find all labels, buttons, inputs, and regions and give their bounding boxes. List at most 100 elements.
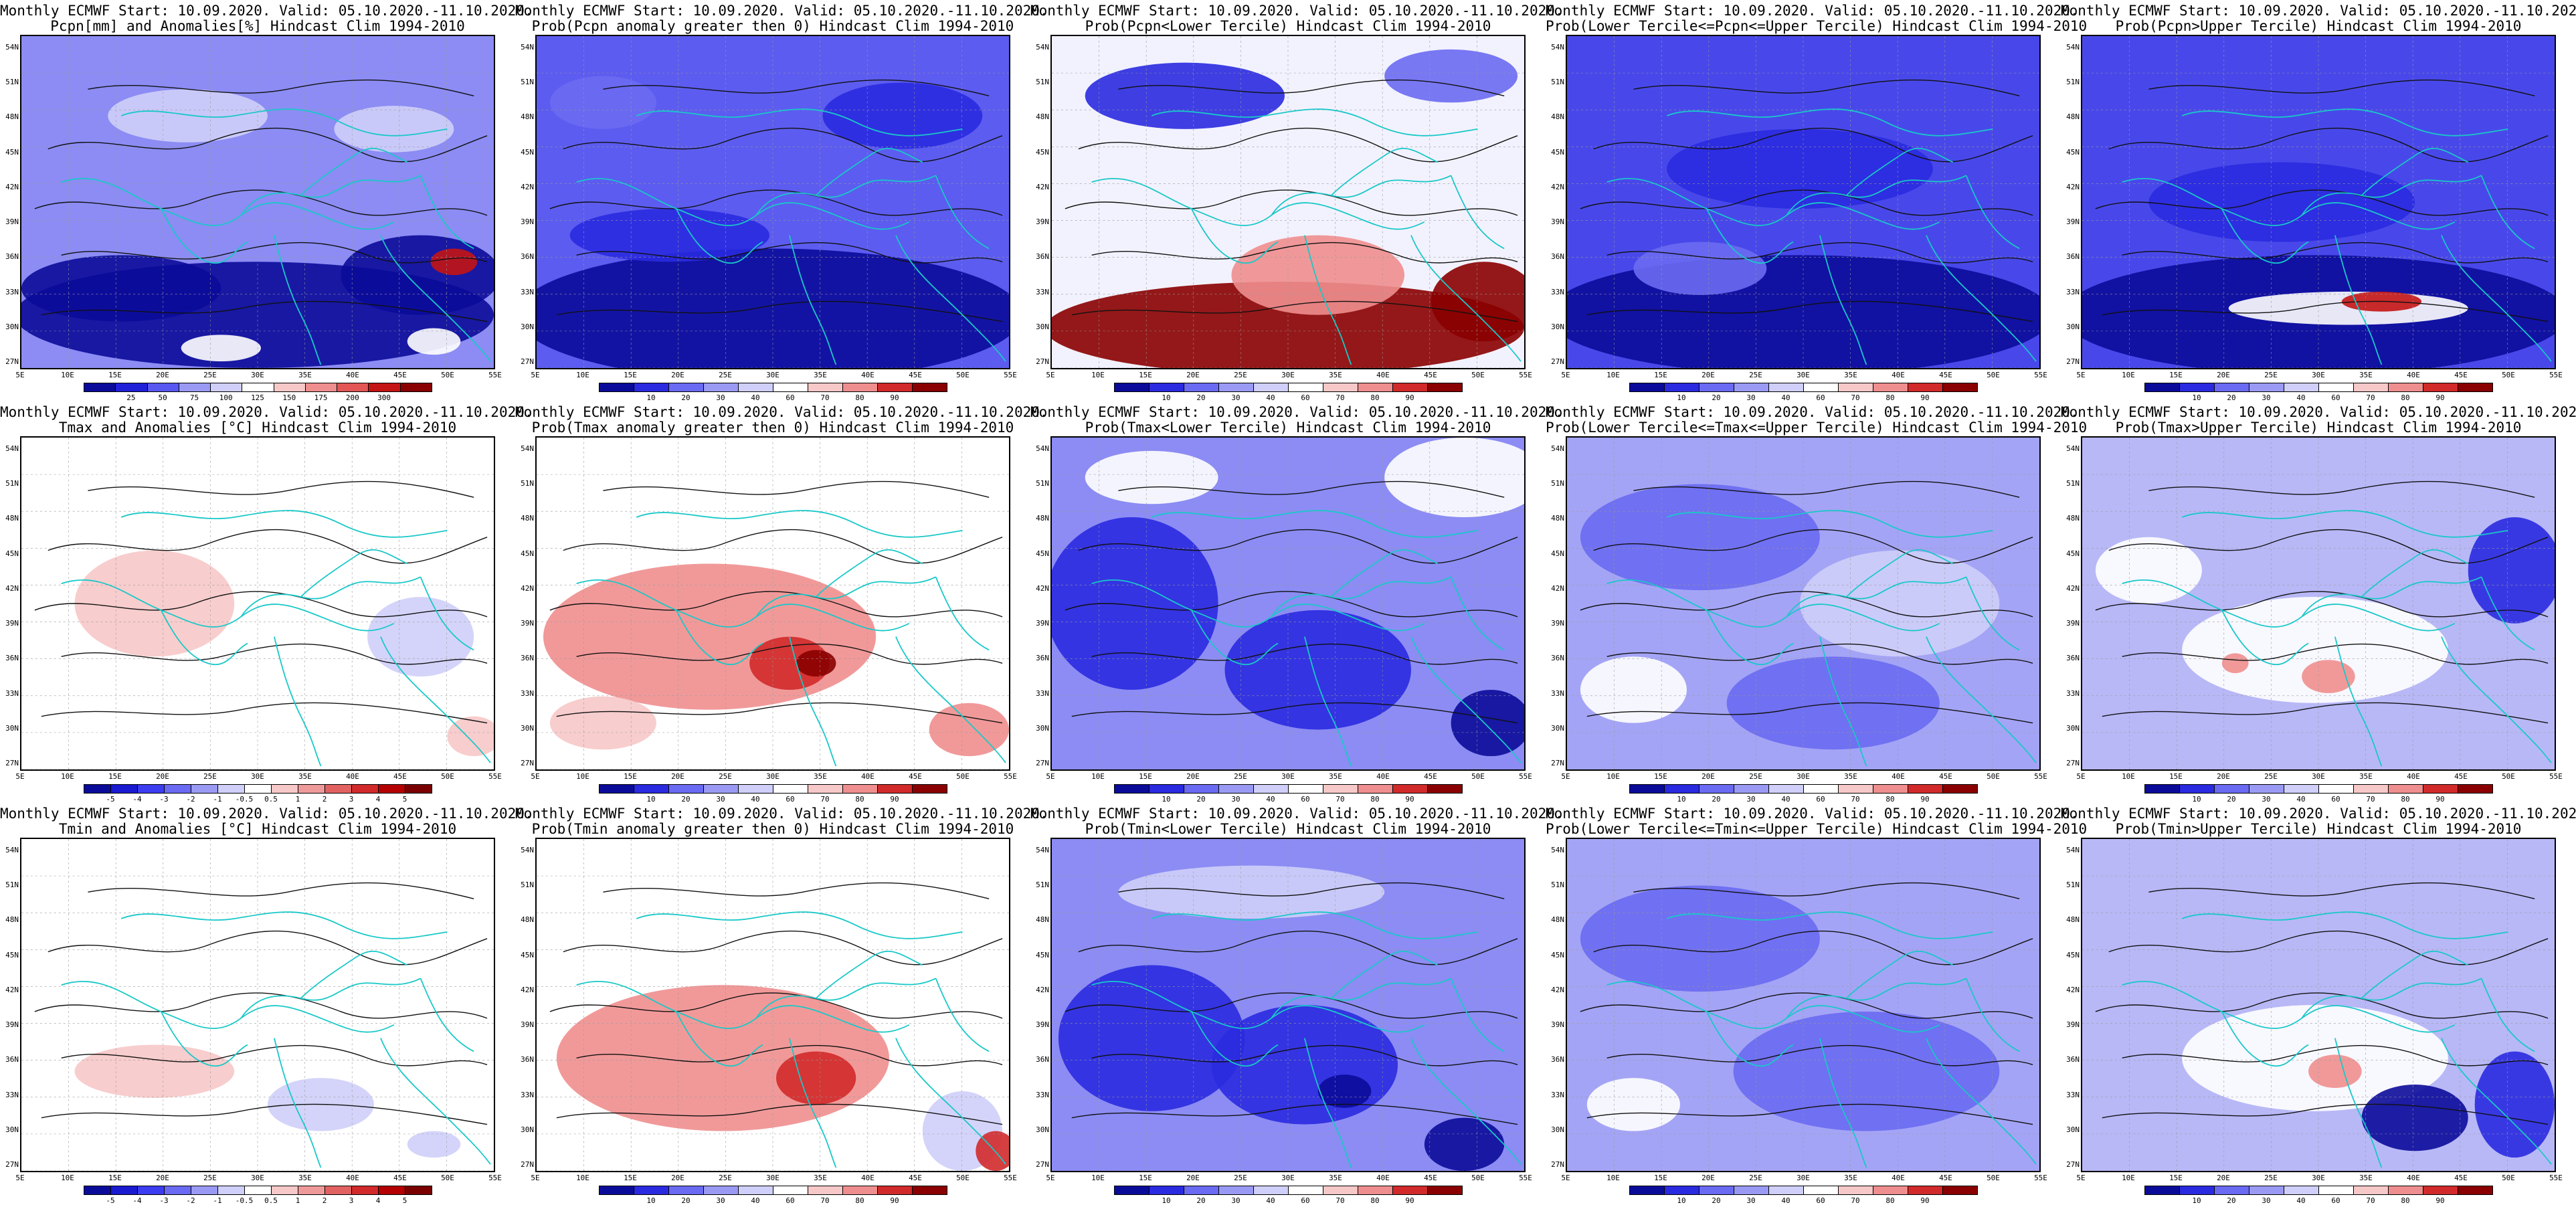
longitude-label: 40E [861,371,875,379]
longitude-label: 30E [1281,1174,1295,1182]
colorbar-label: -4 [132,1196,142,1205]
coastline [240,576,422,618]
longitude-label: 40E [2407,772,2420,781]
panel-title-run: Monthly ECMWF Start: 10.09.2020. Valid: … [515,3,1048,19]
panel-title-variable: Prob(Lower Tercile<=Pcpn<=Upper Tercile)… [1546,18,2088,34]
contour-line [563,930,1003,965]
colorbar-swatch [84,1186,111,1195]
contour-line [603,79,990,96]
colorbar-label: 10 [2192,1196,2201,1205]
colorbar-swatch [1629,1186,1665,1195]
colorbar-swatch [273,383,306,392]
colorbar-swatch [1838,383,1873,392]
longitude-label: 25E [719,1174,732,1182]
shaded-region [1384,438,1524,518]
coastline [1331,950,1439,999]
longitude-label: 25E [1749,772,1762,781]
coastline [420,576,474,651]
latitude-label: 42N [2066,583,2080,593]
coastline [120,510,448,538]
longitude-label: 5E [2076,371,2086,379]
latitude-label: 33N [2066,1090,2080,1099]
colorbar-swatch [1427,383,1463,392]
map-area [1566,35,2041,369]
shaded-region [2361,1085,2468,1151]
contour-line [1593,930,2033,965]
colorbar: 25 50 75 100 125 150 175 200 300 [84,383,432,402]
panel-title-run: Monthly ECMWF Start: 10.09.2020. Valid: … [2061,404,2576,420]
longitude-label: 30E [251,371,264,379]
colorbar-swatch [399,383,432,392]
coastline [1926,1038,2037,1165]
latitude-label: 54N [521,444,534,453]
colorbar-label: -1 [213,795,222,804]
coastline [1819,636,1867,767]
map-canvas [1052,839,1524,1171]
longitude-label: 15E [624,371,637,379]
coastline [61,981,395,1033]
coastline [676,208,763,264]
longitude-label: 50E [441,772,454,781]
contour-line [1071,300,1518,322]
colorbar-swatch [115,383,148,392]
colorbar-swatch [2214,383,2249,392]
latitude-label: 33N [5,688,19,698]
panel-title-variable: Tmax and Anomalies [°C] Hindcast Clim 19… [58,420,457,436]
colorbar-label: 20 [681,393,691,402]
latitude-label: 27N [1551,357,1564,366]
longitude-label: 30E [766,371,779,379]
coastline [1606,981,1940,1033]
contour-line [48,930,488,965]
colorbar-label: 125 [251,393,264,402]
shaded-region [1231,235,1405,315]
longitude-label: 40E [2407,371,2420,379]
longitude-label: 35E [1844,772,1857,781]
colorbar-label: 90 [1405,1196,1414,1205]
coastline [895,1038,1006,1165]
colorbar-swatch [2458,1186,2493,1195]
colorbar-swatch [1734,383,1769,392]
colorbar-swatch [634,383,669,392]
colorbar-swatch [1184,383,1219,392]
latitude-label: 33N [1551,287,1564,296]
latitude-label: 45N [5,549,19,558]
colorbar-swatch [1768,784,1804,794]
shaded-region [1224,610,1411,730]
latitude-label: 30N [1036,1125,1049,1134]
colorbar-label: -3 [159,1196,169,1205]
contour-line [576,242,1003,264]
longitude-label: 20E [1186,772,1200,781]
contour-line [1586,300,2033,322]
contour-line [603,882,990,899]
contour-line [34,992,488,1019]
panel-title-run: Monthly ECMWF Start: 10.09.2020. Valid: … [1030,404,1564,420]
coastline [240,978,422,1019]
colorbar-swatch [325,784,352,794]
map-area [20,35,495,369]
colorbar-swatch [368,383,401,392]
coastline [676,1011,763,1067]
coastline [1666,108,1993,136]
colorbar-swatch [378,1186,405,1195]
latitude-label: 39N [1036,217,1049,227]
longitude-label: 10E [1606,772,1620,781]
contour-line [1580,992,2033,1019]
longitude-label: 15E [1654,1174,1667,1182]
longitude-label: 10E [1091,1174,1105,1182]
shaded-region [2221,653,2249,674]
latitude-label: 54N [2066,444,2080,453]
coastline [1151,911,1478,939]
panel-title-variable: Prob(Tmin<Lower Tercile) Hindcast Clim 1… [1085,821,1491,837]
colorbar-label: 10 [1162,393,1171,402]
colorbar: 10 20 30 40 60 70 80 90 [2144,383,2493,402]
latitude-label: 42N [521,985,534,994]
colorbar-label: 60 [786,1196,795,1205]
coastline [1331,549,1439,597]
colorbar: 10 20 30 40 60 70 80 90 [599,383,947,402]
colorbar-label: 4 [375,795,381,804]
colorbar-swatch [2249,383,2284,392]
contour-line [1065,591,1518,618]
longitude-label: 35E [1329,371,1342,379]
panel-title-variable: Prob(Pcpn anomaly greater then 0) Hindca… [531,18,1014,34]
longitude-label: 20E [671,772,684,781]
